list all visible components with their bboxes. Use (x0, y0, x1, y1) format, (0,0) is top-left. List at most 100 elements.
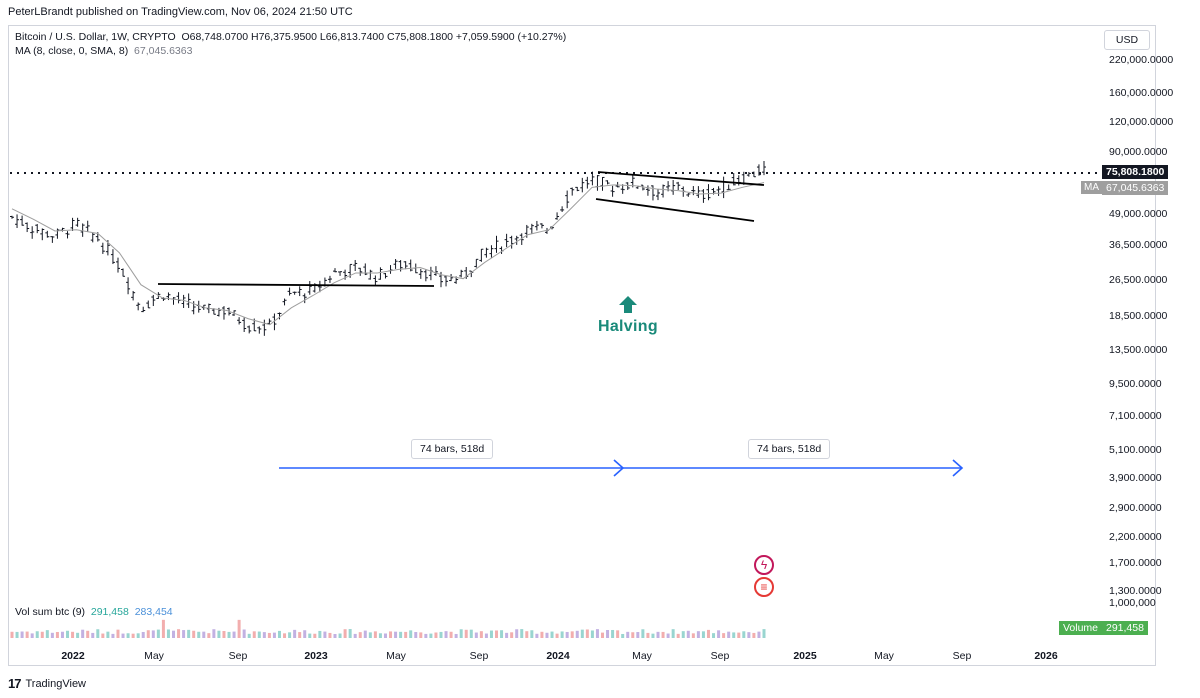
ohlc-bar (484, 247, 489, 258)
ohlc-bar (398, 260, 403, 272)
ohlc-bar (373, 275, 378, 285)
ma-price-tag: 67,045.6363 (1102, 181, 1169, 195)
time-tick: 2022 (61, 650, 85, 662)
ohlc-bar (358, 267, 363, 276)
volume-bar (217, 630, 221, 638)
volume-bar (600, 632, 604, 638)
ohlc-bar (15, 214, 20, 228)
volume-bar (91, 632, 95, 638)
ohlc-bar (676, 181, 681, 191)
volume-bar (277, 630, 281, 638)
ohlc-bar (721, 176, 726, 199)
halving-arrow-icon (619, 296, 637, 313)
symbol-label[interactable]: Bitcoin / U.S. Dollar, 1W, CRYPTO (15, 31, 176, 43)
volume-legend[interactable]: Vol sum btc (9) 291,458 283,454 (15, 606, 173, 618)
volume-bar (419, 632, 423, 638)
ohlc-bar (519, 233, 524, 245)
volume-bar (45, 630, 49, 638)
volume-bar (737, 632, 741, 638)
ohlc-bar (221, 306, 226, 320)
volume-bar (353, 633, 357, 638)
tradingview-logo[interactable]: 17 TradingView (8, 676, 86, 691)
volume-bar (535, 633, 539, 638)
ohlc-bar (302, 293, 307, 304)
volume-bar (444, 631, 448, 638)
lightning-event-icon[interactable]: ϟ (754, 555, 774, 575)
volume-legend-value-1: 291,458 (90, 606, 129, 618)
volume-bar (10, 631, 14, 638)
volume-bar (288, 632, 292, 638)
ohlc-bar (80, 223, 85, 237)
volume-bar (616, 630, 620, 638)
time-tick: Sep (710, 650, 730, 662)
volume-bar (434, 632, 438, 638)
volume-bar (35, 631, 39, 638)
ohlc-bar (317, 280, 322, 293)
volume-bar (343, 629, 347, 638)
ohlc-bar (146, 300, 151, 309)
volume-bar (575, 630, 579, 638)
volume-bar (459, 629, 463, 638)
volume-bar (560, 631, 564, 638)
volume-bar (101, 633, 105, 638)
volume-bar (646, 632, 650, 638)
price-tick: 1,000,000 (1109, 597, 1156, 609)
bars-range-label-1: 74 bars, 518d (411, 439, 494, 459)
ohlc-bar (171, 297, 176, 305)
volume-bar (166, 629, 170, 638)
ohlc-bar (620, 184, 625, 194)
ma-legend-label[interactable]: MA (8, close, 0, SMA, 8) (15, 45, 129, 57)
wedge-upper-trendline[interactable] (597, 171, 765, 186)
volume-bar (701, 631, 705, 638)
volume-bar (50, 632, 54, 638)
volume-bar (131, 633, 135, 638)
volume-bar (505, 632, 509, 638)
volume-legend-label: Vol sum btc (9) (15, 606, 86, 618)
ohlc-bar (444, 275, 449, 287)
volume-bar (116, 629, 120, 638)
us-flag-event-icon[interactable]: ≡ (754, 577, 774, 597)
volume-bar (172, 630, 176, 638)
volume-legend-value-2: 283,454 (134, 606, 173, 618)
ohlc-bar (297, 286, 302, 297)
ohlc-bar (555, 212, 560, 220)
ohlc-bar (65, 231, 70, 239)
price-tick: 220,000.0000 (1109, 54, 1174, 66)
ohlc-bar (479, 248, 484, 262)
ohlc-bar (30, 226, 35, 239)
ohlc-bar (368, 269, 373, 280)
volume-bar (525, 631, 529, 638)
volume-bar (126, 633, 130, 638)
volume-bar (212, 629, 216, 638)
volume-bar (469, 629, 473, 638)
volume-bar (590, 630, 594, 638)
volume-bar (489, 630, 493, 638)
volume-bar (283, 633, 287, 638)
ohlc-bar (257, 326, 262, 334)
ohlc-bar (716, 186, 721, 196)
wedge-lower-trendline[interactable] (595, 198, 755, 222)
volume-bar (626, 631, 630, 638)
support-trendline[interactable] (157, 283, 435, 287)
volume-bar (479, 631, 483, 638)
volume-bar (636, 632, 640, 638)
volume-bar (161, 619, 165, 638)
volume-bar (156, 629, 160, 638)
volume-bar (151, 630, 155, 638)
volume-bar (187, 629, 191, 638)
ohlc-bar (277, 312, 282, 320)
currency-button[interactable]: USD (1104, 30, 1150, 50)
ohlc-bar (131, 290, 136, 301)
ohlc-bar (35, 224, 40, 234)
volume-bar (363, 630, 367, 638)
price-tick: 3,900.0000 (1109, 472, 1162, 484)
volume-bar (712, 633, 716, 638)
volume-bar (60, 631, 64, 638)
ma-price-tag-label: MA (1081, 181, 1102, 194)
ohlc-bar (307, 281, 312, 295)
volume-bar (348, 629, 352, 638)
volume-bar (318, 630, 322, 638)
volume-bar (394, 631, 398, 638)
ohlc-bar (20, 215, 25, 226)
